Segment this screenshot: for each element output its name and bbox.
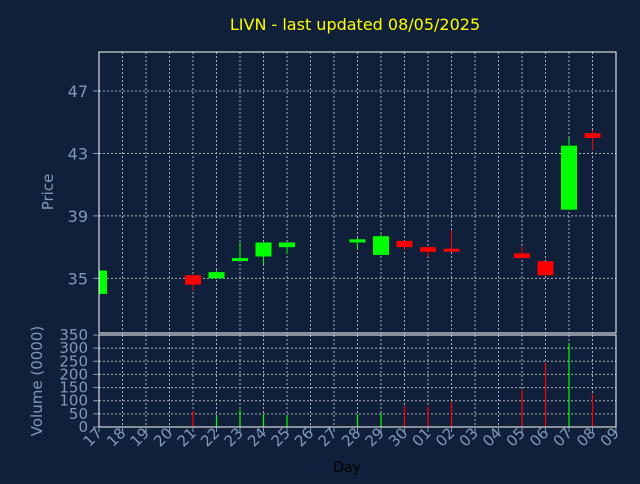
candle — [185, 275, 201, 291]
candle — [98, 270, 107, 294]
candle — [443, 229, 460, 252]
volume-tick-label: 300 — [59, 339, 88, 357]
x-tick-label: 22 — [197, 424, 223, 450]
price-tick-label: 47 — [68, 82, 88, 101]
x-tick-label: 06 — [526, 424, 552, 450]
candle-body — [349, 239, 366, 243]
x-tick-label: 05 — [503, 424, 529, 450]
candle — [208, 270, 225, 279]
price-plot: 35 39 43 47 — [68, 51, 617, 334]
volume-tick-label: 100 — [59, 392, 88, 410]
x-tick-label: 23 — [221, 424, 247, 450]
price-tick-label: 43 — [68, 144, 88, 163]
candle — [349, 237, 366, 249]
candle — [561, 137, 577, 210]
candle-body — [255, 242, 272, 257]
x-axis-label: Day — [333, 460, 361, 476]
candle-body — [185, 275, 201, 285]
candle — [279, 242, 295, 254]
candle — [232, 242, 248, 262]
candle — [396, 240, 413, 251]
candle-body — [561, 145, 577, 210]
volume-tick-label: 200 — [59, 365, 88, 383]
x-tick-label: 04 — [479, 424, 505, 450]
candle-body — [396, 240, 413, 248]
candle-body — [373, 236, 389, 255]
volume-tick-label: 50 — [69, 405, 88, 423]
x-tick-label: 29 — [362, 424, 388, 450]
x-tick-label: 25 — [268, 424, 294, 450]
price-plot-border — [98, 51, 617, 334]
candle-body — [232, 258, 248, 262]
x-tick-label: 28 — [338, 424, 364, 450]
x-tick-label: 01 — [409, 424, 435, 450]
candle-body — [443, 248, 460, 252]
x-tick-label: 18 — [103, 424, 129, 450]
x-tick-label: 19 — [127, 424, 153, 450]
candle — [420, 247, 436, 257]
candle — [255, 242, 272, 265]
x-tick-label: 24 — [244, 424, 270, 450]
candle-body — [584, 133, 601, 138]
volume-tick-label: 250 — [59, 352, 88, 370]
candle-body — [279, 242, 295, 248]
candle — [584, 130, 601, 151]
candle-body — [514, 253, 530, 259]
volume-axis-label: Volume (0000) — [28, 326, 46, 436]
price-tick-label: 35 — [68, 269, 88, 288]
x-tick-label: 09 — [597, 424, 623, 450]
x-tick-label: 26 — [291, 424, 317, 450]
x-tick-label: 20 — [150, 424, 176, 450]
candle — [514, 247, 530, 259]
candle-body — [420, 247, 436, 252]
x-tick-label: 08 — [573, 424, 599, 450]
x-tick-label: 07 — [550, 424, 576, 450]
volume-tick-label: 0 — [78, 418, 88, 436]
candle-body — [208, 272, 225, 279]
candle — [537, 261, 554, 276]
x-tick-label: 30 — [385, 424, 411, 450]
x-tick-label: 21 — [174, 424, 200, 450]
x-tick-label: 03 — [456, 424, 482, 450]
x-tick-label: 27 — [315, 424, 341, 450]
chart-title: LIVN - last updated 08/05/2025 — [230, 15, 480, 34]
volume-plot: 0501001502002503003501718192021222324252… — [59, 326, 622, 450]
volume-tick-label: 150 — [59, 379, 88, 397]
candle — [373, 234, 389, 255]
x-tick-label: 02 — [432, 424, 458, 450]
price-axis-label: Price — [39, 174, 57, 211]
volume-tick-label: 350 — [59, 326, 88, 344]
price-tick-label: 39 — [68, 207, 88, 226]
candle-body — [537, 261, 554, 276]
candle-body — [99, 270, 107, 294]
